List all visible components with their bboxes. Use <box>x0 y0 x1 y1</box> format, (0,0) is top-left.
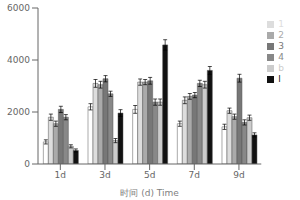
html-text:b: b <box>278 63 284 73</box>
svg-text:9d: 9d <box>233 170 244 180</box>
svg-text:4000: 4000 <box>8 55 30 65</box>
html-text:0: 0 <box>278 8 284 18</box>
html-text:2: 2 <box>278 30 284 40</box>
html-text:l: l <box>278 74 281 84</box>
svg-text:6000: 6000 <box>8 3 30 13</box>
html-text:4: 4 <box>278 52 284 62</box>
html-text:3: 3 <box>278 41 284 51</box>
svg-text:0: 0 <box>24 159 30 169</box>
html-text:1: 1 <box>278 19 284 29</box>
svg-text:时间 (d) Time: 时间 (d) Time <box>120 188 179 198</box>
svg-text:5d: 5d <box>144 170 155 180</box>
svg-text:7d: 7d <box>189 170 200 180</box>
svg-text:1d: 1d <box>55 170 66 180</box>
svg-text:3d: 3d <box>99 170 110 180</box>
svg-text:2000: 2000 <box>8 107 30 117</box>
